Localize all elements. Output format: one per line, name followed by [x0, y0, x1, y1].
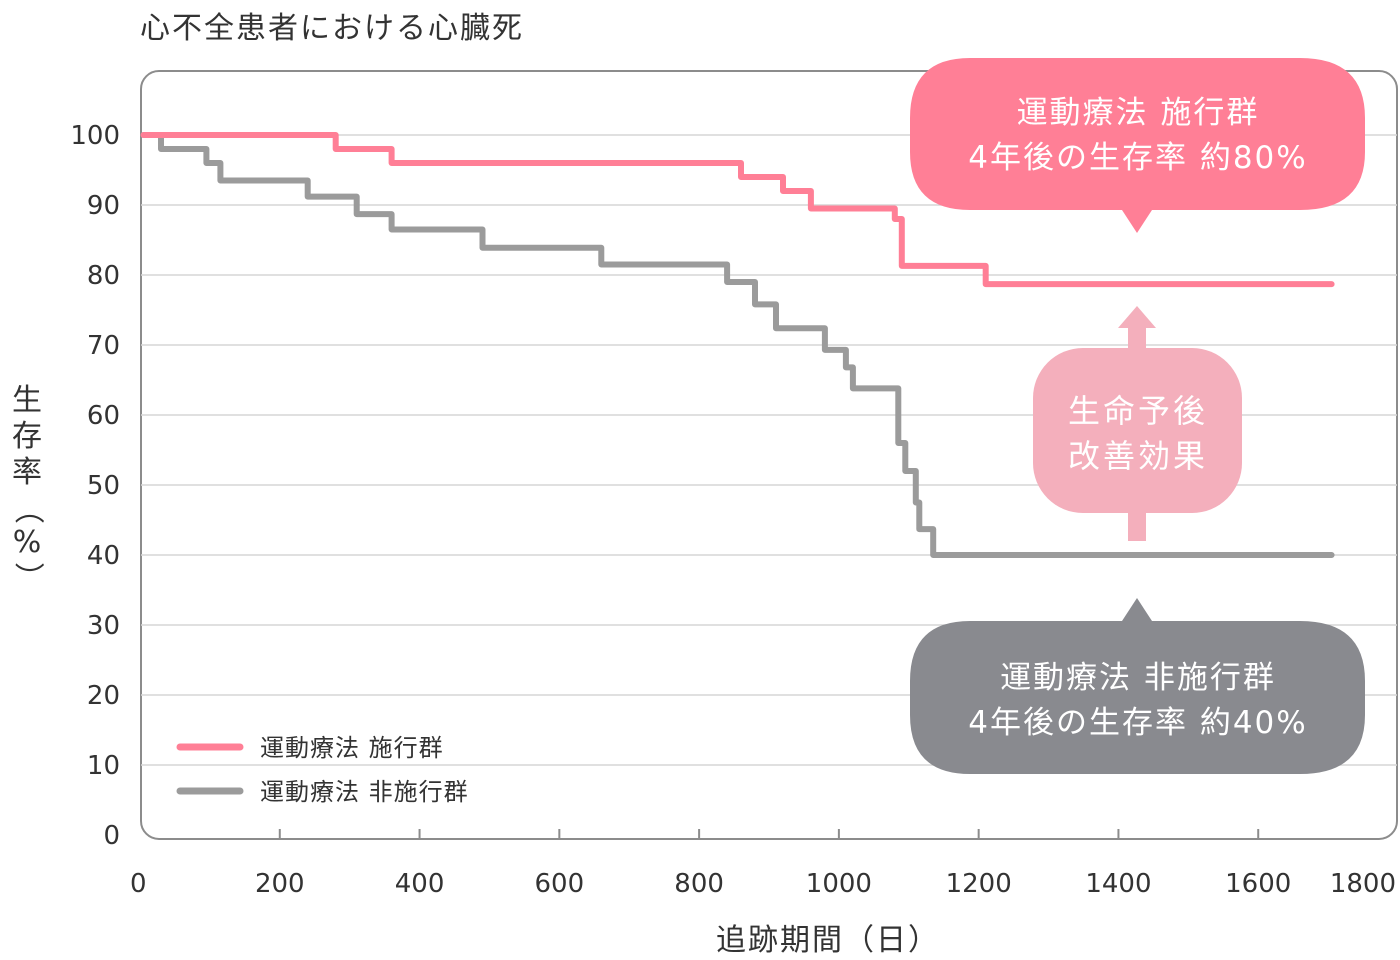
callout-untreated-line2: 4年後の生存率 約40% [968, 705, 1307, 741]
y-axis-label: 生存率 （%） [10, 383, 45, 594]
y-axis-label-char-1: 存 [12, 419, 44, 454]
legend-label-treated: 運動療法 施行群 [260, 734, 444, 762]
callout-untreated: 運動療法 非施行群 4年後の生存率 約40% [910, 598, 1365, 774]
y-axis-label-char-3: （ [10, 494, 45, 526]
y-tick-labels: 0 10 20 30 40 50 60 70 80 90 100 [70, 121, 120, 851]
legend-label-untreated: 運動療法 非施行群 [260, 778, 469, 806]
y-tick-70: 70 [87, 331, 120, 361]
x-tick-1400: 1400 [1085, 869, 1151, 899]
y-tick-50: 50 [87, 471, 120, 501]
y-tick-100: 100 [70, 121, 120, 151]
x-tick-1200: 1200 [946, 869, 1012, 899]
effect-line1: 生命予後 [1068, 392, 1208, 430]
x-tick-0: 0 [130, 869, 147, 899]
effect-line2: 改善効果 [1068, 437, 1208, 475]
x-tick-800: 800 [674, 869, 724, 899]
callout-treated: 運動療法 施行群 4年後の生存率 約80% [910, 58, 1365, 233]
series-line-treated [140, 132, 1335, 288]
callout-treated-bubble [910, 58, 1365, 233]
callout-untreated-line1: 運動療法 非施行群 [1000, 660, 1276, 696]
x-axis-label: 追跡期間（日） [716, 923, 940, 958]
x-tick-200: 200 [255, 869, 305, 899]
y-tick-30: 30 [87, 611, 120, 641]
y-tick-20: 20 [87, 681, 120, 711]
y-tick-0: 0 [103, 821, 120, 851]
y-tick-80: 80 [87, 261, 120, 291]
x-tick-1600: 1600 [1225, 869, 1291, 899]
y-axis-label-char-0: 生 [12, 383, 44, 418]
y-tick-10: 10 [87, 751, 120, 781]
chart-title: 心不全患者における心臓死 [140, 11, 524, 46]
y-tick-90: 90 [87, 191, 120, 221]
x-tick-1800: 1800 [1330, 869, 1396, 899]
effect-bubble [1033, 348, 1242, 513]
y-axis-label-char-5: ） [10, 562, 45, 594]
y-tick-60: 60 [87, 401, 120, 431]
x-tick-labels: 0 200 400 600 800 1000 1200 1400 1600 1800 [130, 869, 1396, 899]
series-line-untreated [140, 132, 1335, 558]
y-axis-label-char-4: % [13, 525, 44, 560]
callout-untreated-bubble [910, 598, 1365, 774]
effect-indicator: 生命予後 改善効果 [1033, 306, 1242, 541]
y-tick-40: 40 [87, 541, 120, 571]
y-axis-label-char-2: 率 [12, 455, 44, 490]
callout-treated-line2: 4年後の生存率 約80% [968, 140, 1307, 176]
x-tick-marks [278, 829, 1260, 839]
x-tick-1000: 1000 [806, 869, 872, 899]
callout-treated-line1: 運動療法 施行群 [1017, 95, 1260, 131]
x-tick-600: 600 [535, 869, 585, 899]
x-tick-400: 400 [395, 869, 445, 899]
series-lines [140, 132, 1335, 558]
effect-arrow-tail [1128, 508, 1146, 541]
legend: 運動療法 施行群 運動療法 非施行群 [176, 734, 469, 806]
effect-arrow-head [1118, 306, 1156, 328]
plot-frame [140, 70, 1398, 840]
